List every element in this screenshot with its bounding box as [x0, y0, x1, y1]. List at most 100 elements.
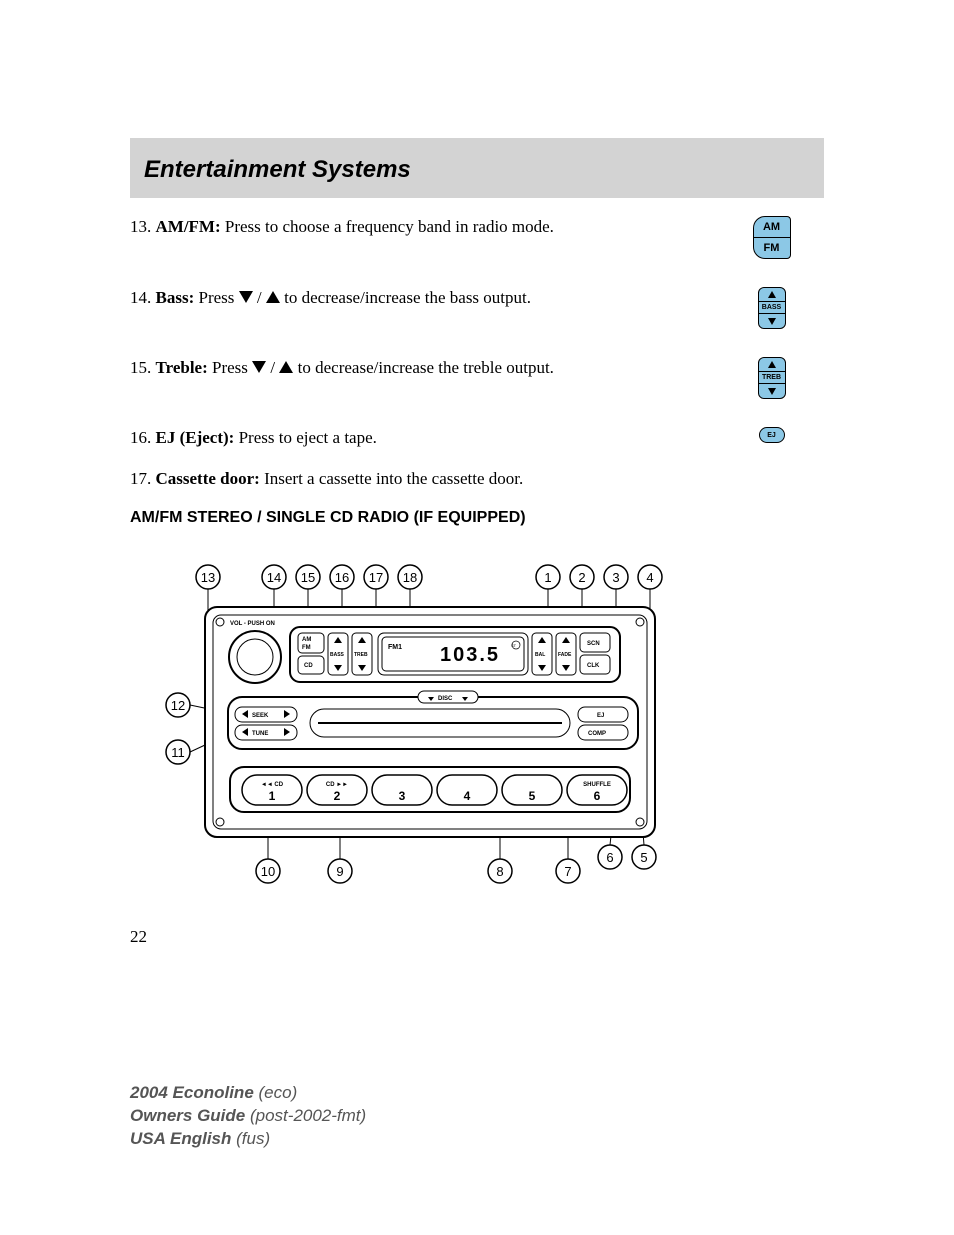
item-num: 16.	[130, 428, 151, 447]
item-label: Cassette door:	[156, 469, 260, 488]
treble-rocker-graphic: TREB	[719, 357, 824, 399]
svg-text:5: 5	[529, 789, 536, 803]
svg-text:13: 13	[201, 570, 215, 585]
svg-text:8: 8	[496, 864, 503, 879]
item-num: 14.	[130, 288, 151, 307]
footer-lang: USA English	[130, 1129, 231, 1148]
svg-text:SHUFFLE: SHUFFLE	[583, 782, 611, 788]
svg-text:1: 1	[544, 570, 551, 585]
svg-text:16: 16	[335, 570, 349, 585]
svg-text:11: 11	[171, 745, 185, 760]
svg-text:4: 4	[464, 789, 471, 803]
svg-text:DISC: DISC	[438, 696, 453, 702]
item-16-text: 16. EJ (Eject): Press to eject a tape.	[130, 427, 719, 450]
item-num: 17.	[130, 469, 151, 488]
svg-text:1: 1	[269, 789, 276, 803]
rocker-label: BASS	[759, 302, 785, 314]
item-15: 15. Treble: Press / to decrease/increase…	[130, 357, 824, 399]
svg-text:FM: FM	[302, 645, 311, 651]
svg-text:3: 3	[612, 570, 619, 585]
item-13: 13. AM/FM: Press to choose a frequency b…	[130, 216, 824, 259]
item-label: Bass:	[156, 288, 195, 307]
item-13-text: 13. AM/FM: Press to choose a frequency b…	[130, 216, 719, 239]
rocker-label: TREB	[759, 372, 785, 384]
bass-rocker: BASS	[758, 287, 786, 329]
item-label: EJ (Eject):	[156, 428, 235, 447]
item-num: 15.	[130, 358, 151, 377]
svg-text:SEEK: SEEK	[252, 713, 269, 719]
svg-text:TREB: TREB	[354, 652, 368, 658]
footer-model: 2004 Econoline	[130, 1083, 254, 1102]
item-desc-after: to decrease/increase the bass output.	[284, 288, 531, 307]
item-desc-before: Press	[208, 358, 252, 377]
item-16: 16. EJ (Eject): Press to eject a tape. E…	[130, 427, 824, 450]
footer: 2004 Econoline (eco) Owners Guide (post-…	[130, 1082, 366, 1151]
rocker-down-icon	[759, 314, 785, 328]
svg-text:TUNE: TUNE	[252, 731, 268, 737]
item-desc: Press to eject a tape.	[234, 428, 377, 447]
page-title: Entertainment Systems	[144, 156, 810, 184]
item-label: AM/FM:	[156, 217, 221, 236]
footer-lang-code: (fus)	[236, 1129, 270, 1148]
radio-svg: 1314151617181234 1211 1098765 VOL - PUSH…	[160, 557, 670, 887]
triangle-up-icon	[279, 361, 293, 373]
item-15-text: 15. Treble: Press / to decrease/increase…	[130, 357, 719, 380]
svg-text:14: 14	[267, 570, 281, 585]
footer-guide: Owners Guide	[130, 1106, 245, 1125]
svg-text:9: 9	[336, 864, 343, 879]
svg-text:VOL - PUSH ON: VOL - PUSH ON	[230, 621, 275, 627]
radio-diagram: 1314151617181234 1211 1098765 VOL - PUSH…	[160, 557, 670, 887]
treble-rocker: TREB	[758, 357, 786, 399]
item-14-text: 14. Bass: Press / to decrease/increase t…	[130, 287, 719, 310]
rocker-up-icon	[759, 358, 785, 372]
amfm-button-graphic: AM FM	[719, 216, 824, 259]
fm-half: FM	[753, 237, 791, 259]
svg-text:CD ►►: CD ►►	[326, 782, 348, 788]
svg-text:BAL: BAL	[535, 652, 545, 658]
item-desc: Insert a cassette into the cassette door…	[260, 469, 523, 488]
item-17: 17. Cassette door: Insert a cassette int…	[130, 468, 824, 491]
svg-text:3: 3	[399, 789, 406, 803]
item-num: 13.	[130, 217, 151, 236]
svg-text:10: 10	[261, 864, 275, 879]
svg-text:FM1: FM1	[388, 644, 402, 651]
rocker-up-icon	[759, 288, 785, 302]
svg-text:AM: AM	[302, 637, 311, 643]
footer-code: (eco)	[259, 1083, 298, 1102]
am-half: AM	[753, 216, 791, 237]
svg-text:SCN: SCN	[587, 641, 600, 647]
svg-text:5: 5	[640, 850, 647, 865]
svg-text:BASS: BASS	[330, 652, 345, 658]
bass-rocker-graphic: BASS	[719, 287, 824, 329]
page-number: 22	[130, 927, 824, 947]
svg-text:18: 18	[403, 570, 417, 585]
item-desc: Press to choose a frequency band in radi…	[221, 217, 554, 236]
svg-text:2: 2	[334, 789, 341, 803]
svg-text:4: 4	[646, 570, 653, 585]
rocker-down-icon	[759, 384, 785, 398]
item-desc-before: Press	[194, 288, 238, 307]
svg-text:COMP: COMP	[588, 731, 606, 737]
triangle-down-icon	[252, 361, 266, 373]
item-desc-after: to decrease/increase the treble output.	[298, 358, 554, 377]
section-title: AM/FM STEREO / SINGLE CD RADIO (IF EQUIP…	[130, 509, 824, 527]
svg-text:◄◄ CD: ◄◄ CD	[261, 782, 284, 788]
ej-button-graphic: EJ	[719, 427, 824, 443]
svg-text:6: 6	[606, 850, 613, 865]
svg-text:ST: ST	[511, 643, 517, 648]
svg-text:12: 12	[171, 698, 185, 713]
svg-text:CLK: CLK	[587, 663, 600, 669]
svg-text:15: 15	[301, 570, 315, 585]
ej-button: EJ	[759, 427, 785, 443]
svg-text:6: 6	[594, 789, 601, 803]
svg-text:EJ: EJ	[597, 713, 604, 719]
item-label: Treble:	[156, 358, 208, 377]
svg-text:2: 2	[578, 570, 585, 585]
svg-text:103.5: 103.5	[440, 644, 500, 666]
svg-text:CD: CD	[304, 663, 313, 669]
svg-text:17: 17	[369, 570, 383, 585]
triangle-up-icon	[266, 291, 280, 303]
triangle-down-icon	[239, 291, 253, 303]
svg-text:7: 7	[564, 864, 571, 879]
section-header: Entertainment Systems	[130, 138, 824, 198]
